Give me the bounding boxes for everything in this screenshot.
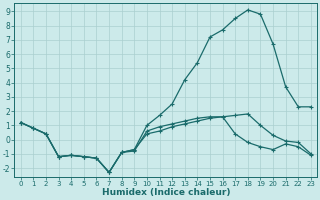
X-axis label: Humidex (Indice chaleur): Humidex (Indice chaleur)	[101, 188, 230, 197]
